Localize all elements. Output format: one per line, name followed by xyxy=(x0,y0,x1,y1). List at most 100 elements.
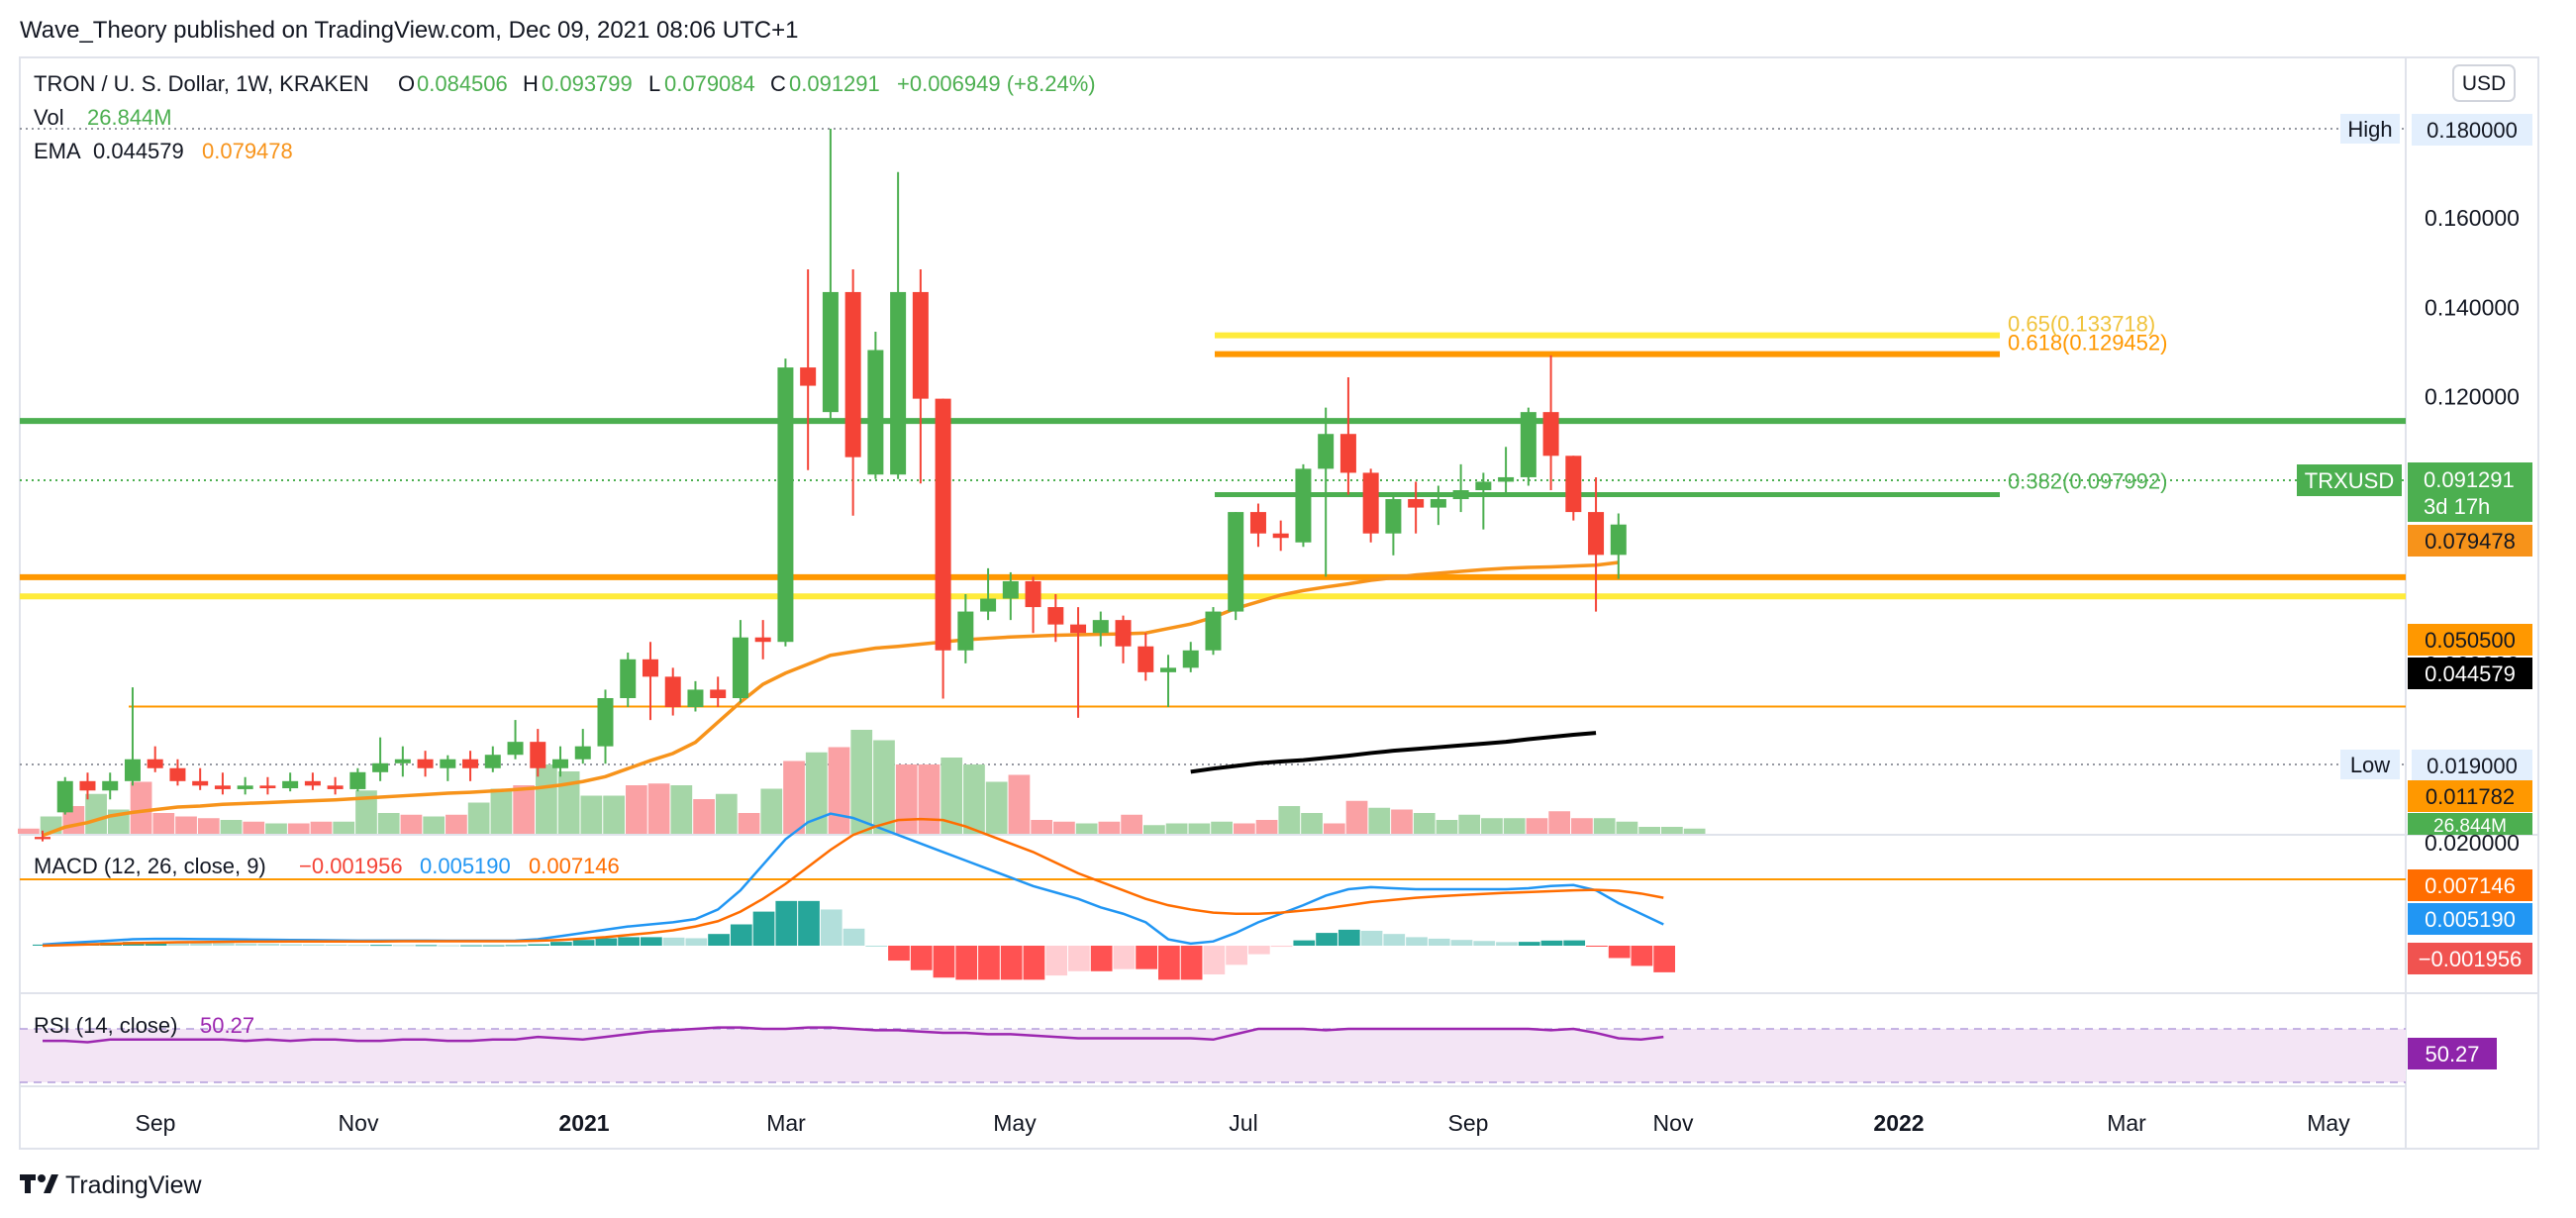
macd-histogram-bar xyxy=(572,940,595,946)
candle-body xyxy=(574,746,591,760)
volume-bar xyxy=(1121,814,1142,834)
volume-bar xyxy=(355,790,377,834)
macd-histogram-bar xyxy=(1383,934,1406,946)
volume-bar xyxy=(918,764,941,834)
volume-bar xyxy=(963,764,985,834)
candlesticks xyxy=(35,129,1627,842)
macd-histogram-bar xyxy=(212,943,235,946)
candle-body xyxy=(1002,580,1019,599)
close-value: 0.091291 xyxy=(789,71,880,96)
candle-body xyxy=(1318,434,1335,469)
time-tick-label: May xyxy=(2307,1110,2350,1136)
tradingview-logo-icon xyxy=(20,1174,58,1193)
macd-signal-line xyxy=(42,817,1664,948)
time-tick-label: 2021 xyxy=(558,1110,609,1136)
macd-histogram-bar xyxy=(190,942,212,946)
rsi-legend: RSI (14, close) 50.27 xyxy=(34,1013,254,1038)
macd-label: MACD (12, 26, close, 9) xyxy=(34,854,266,878)
ema-slow-badge-text: 0.044579 xyxy=(2425,661,2516,686)
symbol-badge-text: TRXUSD xyxy=(2305,468,2394,493)
candle-body xyxy=(1228,512,1244,612)
macd-histogram-bar xyxy=(798,900,820,946)
candle-body xyxy=(1070,624,1087,634)
candle-body xyxy=(935,398,951,651)
candle-body xyxy=(1362,472,1379,534)
volume-bar xyxy=(941,758,963,834)
currency-button[interactable]: USD xyxy=(2452,64,2516,102)
price-badges: High 0.180000 Low 0.019000 TRXUSD 0.0912… xyxy=(2297,114,2532,1069)
ema-fast-badge xyxy=(2408,525,2532,557)
candle-body xyxy=(1542,412,1559,457)
level-label-orange: 0.618(0.129452) xyxy=(2008,331,2167,355)
candle-body xyxy=(1610,524,1627,556)
macd-histogram-bar xyxy=(505,945,528,947)
macd-histogram-bar xyxy=(1316,933,1338,946)
macd-histogram-bar xyxy=(1158,946,1180,980)
volume-bar xyxy=(1683,828,1706,834)
time-tick-label: Mar xyxy=(2107,1110,2146,1136)
candle-body xyxy=(56,780,73,813)
candle-body xyxy=(844,291,861,457)
macd-hist-badge-text: −0.001956 xyxy=(2419,947,2523,971)
candle-body xyxy=(1339,434,1356,473)
low-value-text: 0.019000 xyxy=(2427,754,2518,778)
ema-lines xyxy=(42,560,1620,838)
candle-body xyxy=(620,659,637,698)
time-axis[interactable]: Sep Nov 2021 Mar May Jul Sep Nov 2022 Mar May xyxy=(136,1110,2351,1136)
candle-body xyxy=(259,785,276,789)
price-tick-label: 0.120000 xyxy=(2425,383,2520,409)
footer-brand: TradingView xyxy=(65,1171,203,1199)
macd-histogram-bar xyxy=(708,934,730,946)
macd-histogram-bar xyxy=(1023,946,1045,980)
volume-bar xyxy=(1661,827,1683,834)
candle-body xyxy=(282,780,299,789)
close-label: C xyxy=(770,71,786,96)
candle-body xyxy=(867,350,884,475)
volume-bar xyxy=(1053,821,1075,834)
candle-body xyxy=(980,598,997,612)
volume-bar xyxy=(513,785,536,834)
candle-body xyxy=(1092,620,1109,634)
macd-histogram-bar xyxy=(1270,946,1293,948)
level-label-yellow: 0.65(0.133718) xyxy=(2008,312,2155,337)
volume-bar xyxy=(1165,823,1188,834)
macd-histogram-bar xyxy=(1428,938,1450,946)
candle-body xyxy=(124,759,141,781)
macd-histogram-bar xyxy=(1450,940,1473,946)
high-label-badge xyxy=(2340,114,2400,144)
candle-body xyxy=(1205,611,1222,651)
rsi-value: 50.27 xyxy=(200,1013,254,1038)
macd-histogram-bar xyxy=(1338,929,1360,946)
time-tick-label: May xyxy=(993,1110,1037,1136)
candle-body xyxy=(79,780,96,791)
ema-slow-line xyxy=(1190,731,1597,774)
macd-histogram-bar xyxy=(235,943,257,946)
volume-bar xyxy=(1301,813,1323,834)
main-legend: TRON / U. S. Dollar, 1W, KRAKEN O 0.0845… xyxy=(34,71,1096,163)
price-tick-label: 0.160000 xyxy=(2425,205,2520,231)
low-label-text: Low xyxy=(2350,753,2390,777)
rsi-badge xyxy=(2408,1038,2497,1069)
macd-histogram-bar xyxy=(1406,937,1428,946)
volume-bar xyxy=(243,821,265,834)
open-value: 0.084506 xyxy=(417,71,508,96)
candle-body xyxy=(1565,456,1582,513)
macd-histogram-bar xyxy=(1180,946,1203,980)
rsi-band xyxy=(20,1029,2406,1082)
candle-body xyxy=(1115,620,1132,647)
macd-histogram-bar xyxy=(955,946,978,980)
volume-bar xyxy=(783,761,805,834)
ema-value-fast: 0.079478 xyxy=(202,139,293,163)
volume-bar xyxy=(1526,818,1548,834)
symbol-title: TRON / U. S. Dollar, 1W, KRAKEN xyxy=(34,71,369,96)
volume-bar xyxy=(580,795,603,834)
time-tick-label: Nov xyxy=(1653,1110,1694,1136)
candle-body xyxy=(800,367,817,386)
low-label-badge xyxy=(2340,750,2400,779)
candle-body xyxy=(349,771,366,789)
macd-histogram-bar xyxy=(1360,930,1383,946)
volume-bar xyxy=(1458,814,1481,834)
macd-histogram-bar xyxy=(820,909,842,946)
volume-bar xyxy=(985,781,1008,834)
volume-bar xyxy=(446,814,467,834)
